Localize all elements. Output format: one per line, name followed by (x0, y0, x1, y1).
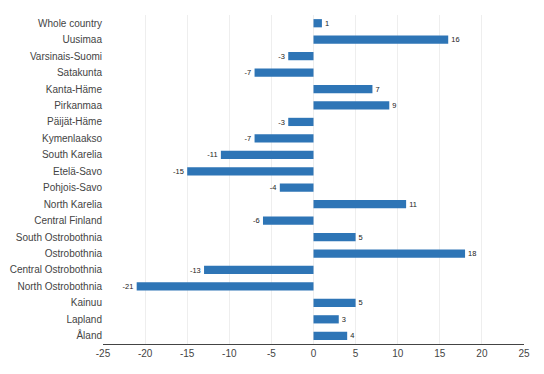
svg-text:10: 10 (392, 348, 404, 359)
svg-text:-15: -15 (173, 167, 184, 176)
svg-text:4: 4 (350, 331, 354, 340)
svg-text:5: 5 (359, 233, 363, 242)
svg-text:-7: -7 (245, 134, 252, 143)
svg-text:-21: -21 (123, 282, 134, 291)
svg-text:7: 7 (375, 85, 379, 94)
svg-text:-6: -6 (253, 216, 260, 225)
svg-text:15: 15 (434, 348, 446, 359)
svg-text:South Ostrobothnia: South Ostrobothnia (16, 232, 103, 243)
svg-text:-25: -25 (96, 348, 111, 359)
svg-text:-3: -3 (278, 118, 285, 127)
svg-text:5: 5 (359, 298, 363, 307)
svg-text:Pohjois-Savo: Pohjois-Savo (43, 182, 102, 193)
svg-text:Ostrobothnia: Ostrobothnia (45, 248, 103, 259)
svg-text:Kymenlaakso: Kymenlaakso (42, 133, 102, 144)
svg-text:-3: -3 (278, 52, 285, 61)
svg-text:11: 11 (409, 200, 417, 209)
svg-text:Åland: Åland (76, 329, 102, 341)
svg-text:North Karelia: North Karelia (44, 199, 103, 210)
svg-text:-4: -4 (270, 183, 277, 192)
svg-text:-7: -7 (245, 68, 252, 77)
svg-text:Pirkanmaa: Pirkanmaa (54, 100, 102, 111)
svg-text:-5: -5 (267, 348, 276, 359)
svg-text:Kanta-Häme: Kanta-Häme (46, 84, 103, 95)
svg-text:Uusimaa: Uusimaa (63, 34, 103, 45)
svg-text:3: 3 (342, 315, 346, 324)
svg-text:9: 9 (392, 101, 396, 110)
svg-text:-20: -20 (138, 348, 153, 359)
svg-text:-15: -15 (180, 348, 195, 359)
svg-text:Satakunta: Satakunta (57, 67, 102, 78)
svg-text:Päijät-Häme: Päijät-Häme (47, 116, 102, 127)
svg-text:0: 0 (311, 348, 317, 359)
svg-text:Varsinais-Suomi: Varsinais-Suomi (30, 51, 102, 62)
svg-text:Lapland: Lapland (66, 314, 102, 325)
svg-text:Whole country: Whole country (38, 18, 102, 29)
svg-text:5: 5 (353, 348, 359, 359)
svg-text:-10: -10 (222, 348, 237, 359)
svg-text:Central Finland: Central Finland (34, 215, 102, 226)
svg-text:Central Ostrobothnia: Central Ostrobothnia (10, 264, 103, 275)
svg-text:Kainuu: Kainuu (71, 297, 102, 308)
svg-text:18: 18 (468, 249, 476, 258)
svg-text:20: 20 (476, 348, 488, 359)
svg-text:25: 25 (518, 348, 530, 359)
svg-text:Etelä-Savo: Etelä-Savo (53, 166, 102, 177)
svg-text:South Karelia: South Karelia (42, 149, 102, 160)
svg-text:North Ostrobothnia: North Ostrobothnia (18, 281, 103, 292)
svg-text:1: 1 (325, 19, 329, 28)
svg-text:16: 16 (451, 35, 459, 44)
svg-text:-11: -11 (207, 150, 217, 159)
svg-text:-13: -13 (190, 266, 201, 275)
